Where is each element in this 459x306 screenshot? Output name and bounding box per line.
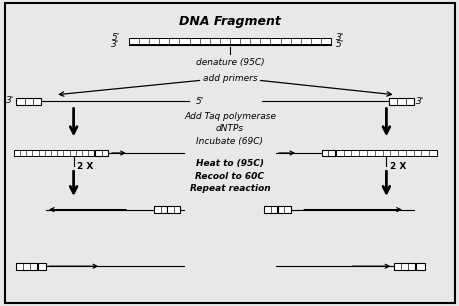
Text: DNA Fragment: DNA Fragment (179, 15, 280, 28)
Text: 3': 3' (335, 33, 343, 43)
Text: 5': 5' (335, 39, 343, 49)
Bar (393, 263, 414, 270)
Bar (154, 206, 167, 213)
Text: 3': 3' (111, 39, 119, 49)
Text: Heat to (95C)
Recool to 60C
Repeat reaction: Heat to (95C) Recool to 60C Repeat react… (189, 159, 270, 193)
Bar (14, 150, 94, 156)
Bar (321, 150, 334, 156)
Text: 5': 5' (195, 97, 203, 106)
Bar (95, 150, 108, 156)
Bar (277, 206, 290, 213)
Text: 2 X: 2 X (389, 162, 405, 171)
Bar (167, 206, 180, 213)
Bar (16, 98, 41, 105)
Text: 3': 3' (415, 97, 424, 106)
Bar (335, 150, 436, 156)
Text: add primers: add primers (202, 73, 257, 83)
Text: 2 X: 2 X (77, 162, 93, 171)
Bar (38, 263, 46, 270)
Bar (16, 263, 37, 270)
Text: denature (95C): denature (95C) (195, 58, 264, 67)
Text: 3': 3' (6, 96, 14, 106)
Text: 5': 5' (111, 33, 119, 43)
Bar (264, 206, 277, 213)
Bar (388, 98, 413, 105)
Text: Add Taq polymerase
dNTPs
Incubate (69C): Add Taq polymerase dNTPs Incubate (69C) (184, 112, 275, 146)
Bar (415, 263, 424, 270)
Bar (129, 38, 330, 44)
